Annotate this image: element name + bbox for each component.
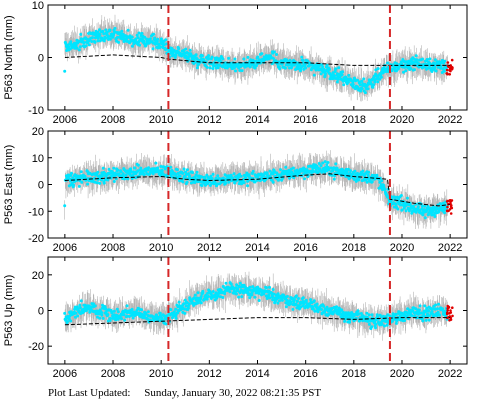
plot-area: [63, 257, 454, 364]
x-tick-label: 2006: [53, 242, 77, 254]
y-tick-label: 20: [32, 270, 44, 282]
x-tick-label: 2006: [53, 114, 77, 126]
data-points: [63, 281, 449, 330]
x-tick-label: 2016: [293, 242, 317, 254]
x-tick-label: 2016: [293, 114, 317, 126]
y-axis-label: P563 East (mm): [3, 145, 15, 224]
x-tick-label: 2022: [438, 368, 462, 380]
plot-footer: Plot Last Updated: Sunday, January 30, 2…: [48, 387, 468, 399]
y-tick-label: 0: [38, 180, 44, 192]
y-axis-label: P563 Up (mm): [3, 275, 15, 347]
x-tick-label: 2020: [390, 242, 414, 254]
panel-2: 2006 2008 2010 2012 2014 2016 2018 2020 2022-20-…: [3, 126, 468, 254]
footer-label: Plot Last Updated:: [48, 387, 131, 399]
x-tick-label: 2022: [438, 242, 462, 254]
y-tick-label: 10: [32, 153, 44, 165]
y-tick-label: 0: [38, 306, 44, 318]
x-tick-label: 2018: [342, 114, 366, 126]
x-tick-label: 2014: [245, 114, 269, 126]
x-tick-label: 2006: [53, 368, 77, 380]
x-tick-label: 2018: [342, 242, 366, 254]
y-tick-label: -20: [28, 341, 44, 353]
y-tick-label: -10: [28, 206, 44, 218]
panel-1: 2006 2008 2010 2012 2014 2016 2018 2020 2022 -10 0…: [3, 0, 468, 126]
model-line: [64, 173, 451, 207]
x-tick-label: 2010: [149, 368, 173, 380]
y-axis-label: P563 North (mm): [3, 15, 15, 99]
recent-points: [445, 199, 454, 215]
y-tick-label: -10: [28, 105, 44, 117]
y-tick-label: 0: [38, 53, 44, 65]
x-tick-label: 2014: [245, 368, 269, 380]
x-tick-label: 2020: [390, 114, 414, 126]
x-tick-label: 2022: [438, 114, 462, 126]
x-tick-label: 2008: [101, 242, 125, 254]
x-tick-label: 2008: [101, 114, 125, 126]
x-tick-label: 2010: [149, 242, 173, 254]
plot-area: [63, 131, 454, 238]
footer-timestamp: Sunday, January 30, 2022 08:21:35 PST: [144, 387, 322, 399]
data-points: [63, 26, 449, 95]
x-tick-label: 2008: [101, 368, 125, 380]
y-tick-label: 10: [32, 0, 44, 12]
model-line: [64, 54, 451, 66]
data-points: [63, 160, 449, 220]
model-line: [64, 317, 451, 326]
x-tick-label: 2014: [245, 242, 269, 254]
plot-area: [63, 5, 454, 110]
recent-points: [445, 58, 454, 76]
x-tick-label: 2020: [390, 368, 414, 380]
x-tick-label: 2012: [197, 242, 221, 254]
x-tick-label: 2012: [197, 114, 221, 126]
y-tick-label: -20: [28, 233, 44, 245]
x-tick-label: 2010: [149, 114, 173, 126]
x-tick-label: 2018: [342, 368, 366, 380]
panel-3: 2006 2008 2010 2012 2014 2016 2018 2020 2022 -20 0…: [3, 256, 468, 380]
x-tick-label: 2012: [197, 368, 221, 380]
y-tick-label: 20: [32, 126, 44, 138]
x-tick-label: 2016: [293, 368, 317, 380]
